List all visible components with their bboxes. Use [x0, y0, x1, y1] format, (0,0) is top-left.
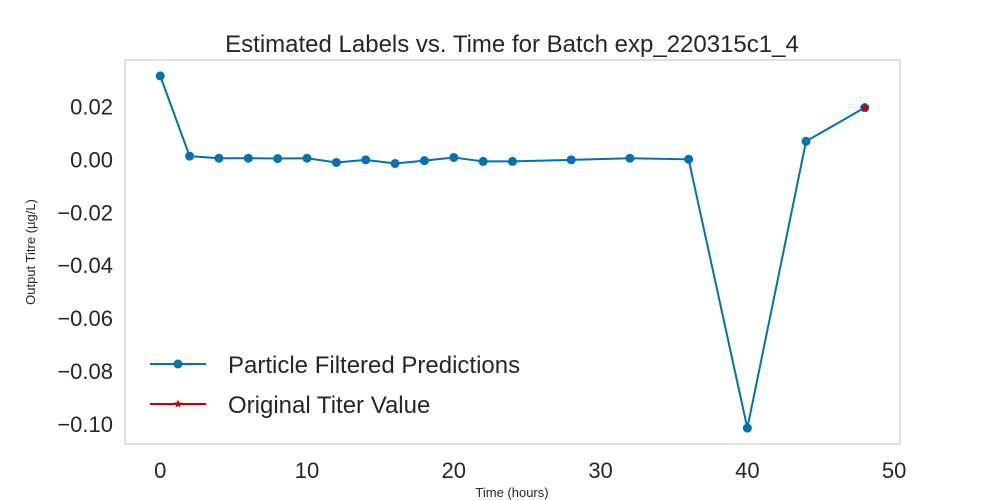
data-point [566, 155, 576, 165]
data-point [361, 155, 371, 165]
x-tick-label: 20 [442, 458, 466, 483]
y-tick-label: 0.02 [70, 94, 113, 119]
x-axis-ticks: 0 10 20 30 40 50 [154, 458, 906, 483]
data-point [419, 156, 429, 166]
data-point [684, 154, 694, 164]
data-point [273, 154, 283, 164]
data-point-star [859, 102, 870, 112]
y-tick-label: −0.04 [57, 253, 113, 278]
y-axis-ticks: −0.10 −0.08 −0.06 −0.04 −0.02 0.00 0.02 [57, 94, 113, 437]
data-point [478, 156, 488, 166]
y-tick-label: −0.06 [57, 306, 113, 331]
x-tick-label: 40 [735, 458, 759, 483]
plot-area-frame [124, 59, 901, 445]
data-point [155, 71, 165, 81]
data-point [214, 153, 224, 163]
data-point [390, 159, 400, 169]
data-point [801, 136, 811, 146]
chart-title: Estimated Labels vs. Time for Batch exp_… [225, 31, 799, 58]
data-point [331, 157, 341, 167]
x-tick-label: 50 [882, 458, 906, 483]
y-tick-label: −0.08 [57, 359, 113, 384]
x-tick-label: 30 [588, 458, 612, 483]
x-axis-label: Time (hours) [475, 485, 548, 500]
legend-marker [173, 359, 183, 369]
data-point [243, 153, 253, 163]
data-point [625, 153, 635, 163]
legend-label: Particle Filtered Predictions [228, 352, 520, 379]
x-tick-label: 0 [154, 458, 166, 483]
data-point [508, 156, 517, 166]
y-tick-label: −0.10 [57, 412, 113, 437]
y-tick-label: −0.02 [57, 200, 113, 225]
data-point [449, 152, 459, 162]
series-layer [155, 71, 870, 433]
x-tick-label: 10 [295, 458, 319, 483]
data-point [185, 151, 195, 161]
data-point [302, 153, 312, 163]
data-point [742, 423, 752, 433]
legend: Particle Filtered Predictions Original Ti… [150, 352, 520, 419]
legend-label: Original Titer Value [228, 392, 430, 419]
y-axis-label: Output Titre (µg/L) [23, 199, 38, 305]
legend-marker-star [173, 399, 183, 408]
y-tick-label: 0.00 [70, 147, 113, 172]
